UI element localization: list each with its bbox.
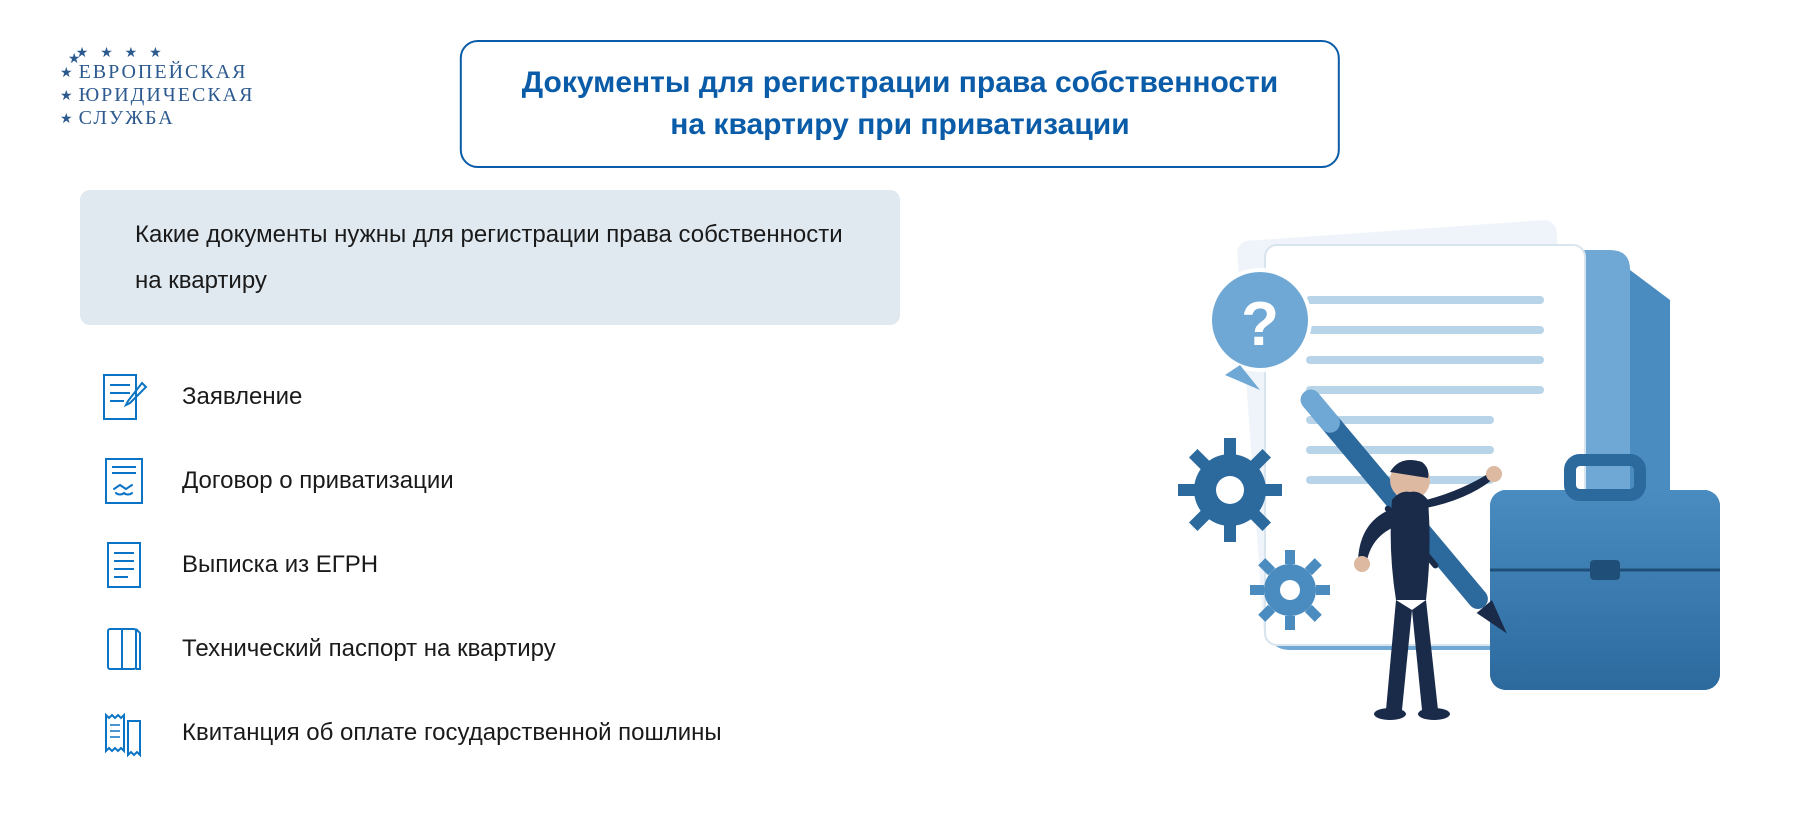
logo-line-1: ЕВРОПЕЙСКАЯ (79, 61, 248, 83)
brand-logo: ★ ★ ★ ★ ★ ★ЕВРОПЕЙСКАЯ ★ЮРИДИЧЕСКАЯ ★СЛУ… (60, 50, 254, 130)
passport-icon (98, 623, 150, 675)
illustration: ? (1110, 190, 1730, 750)
doc-lines-icon (98, 539, 150, 591)
svg-text:?: ? (1241, 290, 1279, 359)
item-label: Договор о приватизации (182, 467, 454, 495)
title-line-2: на квартиру при приватизации (522, 104, 1278, 146)
page-title: Документы для регистрации права собствен… (460, 40, 1340, 168)
document-list: Какие документы нужны для регистрации пр… (80, 190, 900, 775)
list-item: Выписка из ЕГРН (80, 523, 900, 607)
list-item: Квитанция об оплате государственной пошл… (80, 691, 900, 775)
list-item: Технический паспорт на квартиру (80, 607, 900, 691)
item-label: Технический паспорт на квартиру (182, 635, 556, 663)
doc-handshake-icon (98, 455, 150, 507)
intro-text: Какие документы нужны для регистрации пр… (80, 190, 900, 325)
logo-line-3: СЛУЖБА (79, 107, 175, 129)
doc-pencil-icon (98, 371, 150, 423)
item-label: Заявление (182, 383, 302, 411)
item-label: Выписка из ЕГРН (182, 551, 378, 579)
item-label: Квитанция об оплате государственной пошл… (182, 719, 722, 747)
list-item: Договор о приватизации (80, 439, 900, 523)
logo-line-2: ЮРИДИЧЕСКАЯ (79, 84, 255, 106)
receipt-icon (98, 707, 150, 759)
title-line-1: Документы для регистрации права собствен… (522, 62, 1278, 104)
list-item: Заявление (80, 355, 900, 439)
